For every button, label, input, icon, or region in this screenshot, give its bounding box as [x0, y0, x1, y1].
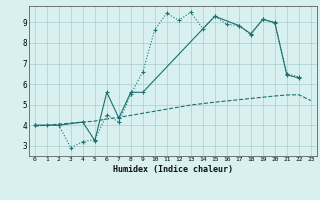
X-axis label: Humidex (Indice chaleur): Humidex (Indice chaleur) [113, 165, 233, 174]
